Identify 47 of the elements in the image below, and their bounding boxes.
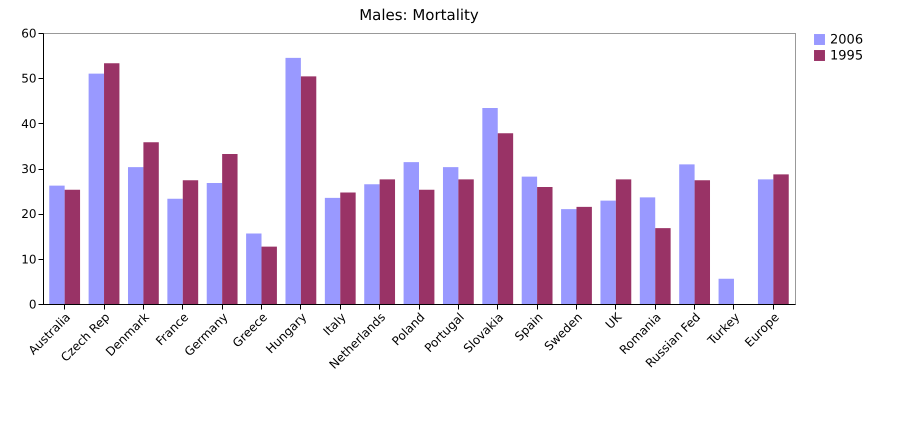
y-tick-label: 50	[21, 72, 36, 86]
bar	[340, 192, 356, 304]
bar	[679, 164, 695, 304]
bar	[498, 133, 514, 304]
chart-title: Males: Mortality	[359, 6, 479, 24]
legend-label: 2006	[830, 32, 864, 48]
bar	[404, 162, 419, 304]
y-tick-label: 10	[21, 252, 36, 266]
bar	[182, 180, 198, 304]
bar	[285, 58, 301, 304]
bar	[773, 174, 789, 304]
bar	[458, 179, 474, 304]
bar	[640, 197, 656, 304]
y-tick-label: 0	[28, 298, 36, 312]
bar	[143, 142, 159, 304]
bar	[104, 63, 120, 304]
bar	[482, 108, 498, 304]
bar	[167, 198, 183, 304]
y-tick-label: 30	[21, 162, 36, 176]
bar	[758, 179, 774, 304]
bar	[246, 234, 262, 304]
bar	[576, 206, 592, 304]
bar	[324, 198, 340, 304]
bar	[380, 179, 396, 304]
bar	[694, 180, 710, 304]
bar	[561, 209, 576, 304]
y-tick-label: 60	[21, 26, 36, 40]
bar	[419, 190, 434, 304]
legend-label: 1995	[830, 48, 864, 64]
bar	[522, 176, 538, 304]
bar	[262, 246, 277, 304]
bar	[206, 182, 222, 304]
bar	[300, 76, 316, 304]
bar	[364, 184, 380, 304]
bar	[222, 154, 238, 304]
bar	[64, 190, 80, 304]
bar	[616, 179, 632, 304]
bar	[600, 200, 616, 304]
bar	[49, 186, 65, 304]
bar	[537, 187, 553, 304]
bar	[655, 228, 671, 304]
bar	[128, 167, 144, 304]
bar	[442, 167, 458, 304]
bar	[718, 278, 734, 304]
y-tick-label: 20	[21, 207, 36, 222]
bar	[88, 74, 104, 304]
y-tick-label: 40	[21, 116, 36, 131]
